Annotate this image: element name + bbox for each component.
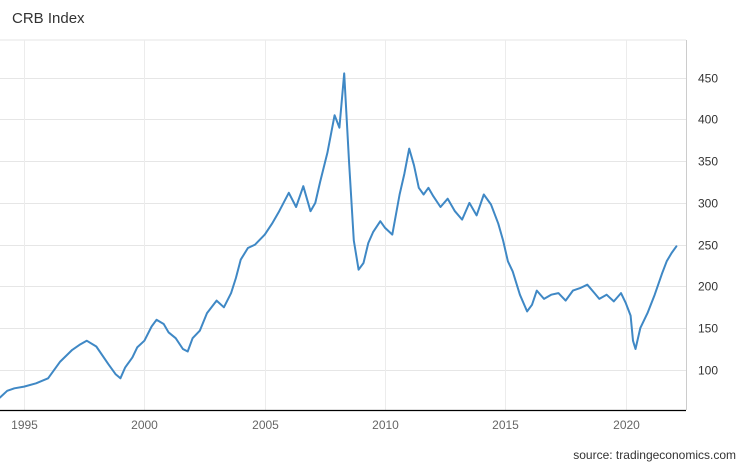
x-tick-label-2010: 2010 [372, 418, 399, 432]
x-tick-label-2015: 2015 [492, 418, 519, 432]
tick-labels: 100 150 200 250 300 350 400 450 1995 2000 2005 2010… [11, 72, 718, 433]
y-tick-label-450: 450 [698, 72, 718, 86]
x-tick-label-2020: 2020 [613, 418, 640, 432]
source-note: source: tradingeconomics.com [573, 448, 736, 462]
y-tick-label-200: 200 [698, 280, 718, 294]
series-line-0 [0, 72, 678, 399]
x-tick-label-2000: 2000 [131, 418, 158, 432]
y-tick-label-100: 100 [698, 364, 718, 378]
x-tick-label-1995: 1995 [11, 418, 38, 432]
axes [0, 40, 687, 412]
x-tick-label-2005: 2005 [252, 418, 279, 432]
y-tick-label-400: 400 [698, 113, 718, 127]
series-layer [0, 72, 678, 399]
y-tick-label-300: 300 [698, 197, 718, 211]
chart-title: CRB Index [12, 10, 85, 27]
y-tick-label-250: 250 [698, 239, 718, 253]
y-tick-label-350: 350 [698, 155, 718, 169]
y-tick-label-150: 150 [698, 322, 718, 336]
